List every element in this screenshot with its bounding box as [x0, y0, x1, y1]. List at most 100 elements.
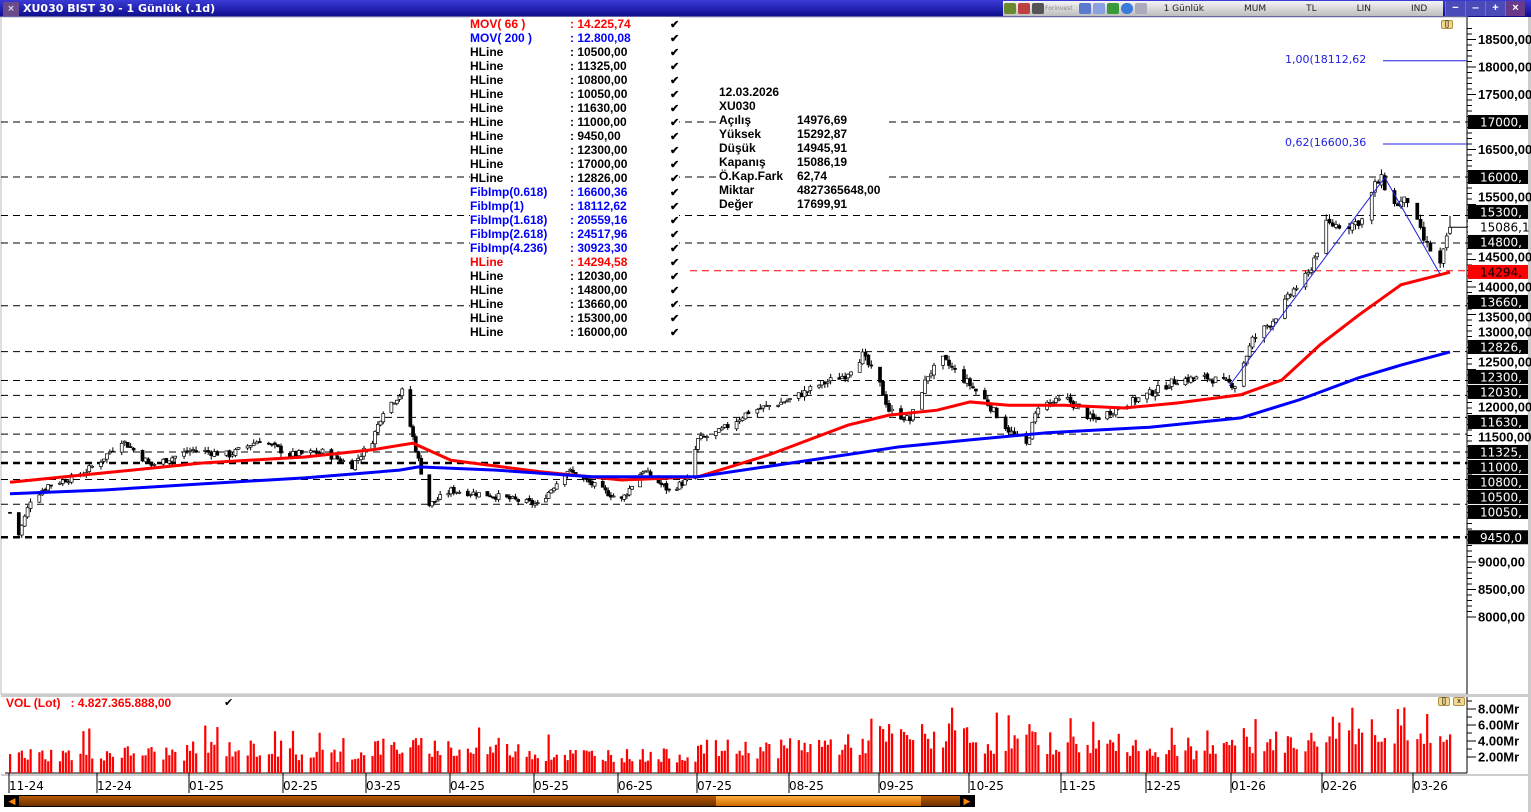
candle: [1213, 376, 1218, 383]
check-icon[interactable]: ✔: [670, 327, 680, 339]
legend-item[interactable]: HLine: 10050,00 ✔: [470, 87, 680, 101]
scroll-left-icon[interactable]: ◀: [5, 796, 19, 806]
grid-icon[interactable]: [1078, 3, 1091, 14]
volume-bar: [1131, 745, 1135, 773]
volume-bar: [588, 751, 591, 773]
check-icon[interactable]: ✔: [670, 75, 680, 87]
volume-bar: [458, 749, 461, 773]
candle: [46, 484, 50, 491]
currency-selector[interactable]: TL: [1306, 3, 1317, 14]
legend-item[interactable]: HLine: 16000,00 ✔: [470, 325, 680, 339]
fibonacci-trend-line[interactable]: [1228, 176, 1441, 387]
period-selector[interactable]: 1 Günlük: [1163, 3, 1204, 14]
close-button[interactable]: ×: [1505, 1, 1525, 16]
check-icon[interactable]: ✔: [670, 285, 680, 297]
legend-item[interactable]: HLine: 12826,00 ✔: [470, 171, 680, 185]
pencil-icon[interactable]: [1106, 3, 1119, 14]
pane-close-icon[interactable]: x: [1453, 697, 1465, 706]
check-icon[interactable]: ✔: [670, 145, 680, 157]
pane-restore-icon[interactable]: []: [1438, 697, 1450, 706]
volume-bar: [888, 724, 891, 773]
check-icon[interactable]: ✔: [670, 159, 680, 171]
legend-item[interactable]: HLine: 11000,00 ✔: [470, 115, 680, 129]
volume-bar: [102, 760, 106, 773]
legend-item[interactable]: MOV( 200 ): 12.800,08 ✔: [470, 31, 680, 45]
tool-icon-2[interactable]: [1018, 3, 1030, 14]
candle: [719, 427, 724, 431]
legend-item[interactable]: FibImp(1.618): 20559,16 ✔: [470, 213, 680, 227]
close-icon[interactable]: ×: [3, 1, 19, 16]
pane-restore-icon[interactable]: []: [1441, 20, 1453, 29]
check-icon[interactable]: ✔: [670, 103, 680, 115]
legend-item[interactable]: FibImp(4.236): 30923,30 ✔: [470, 241, 680, 255]
check-icon[interactable]: ✔: [670, 117, 680, 129]
line-icon[interactable]: [1134, 3, 1147, 14]
pane-divider[interactable]: [1, 694, 1528, 697]
candle: [881, 381, 885, 396]
legend-item[interactable]: HLine: 11325,00 ✔: [470, 59, 680, 73]
check-icon[interactable]: ✔: [670, 187, 680, 199]
check-icon[interactable]: ✔: [670, 201, 680, 213]
legend-item[interactable]: HLine: 12300,00 ✔: [470, 143, 680, 157]
legend-item[interactable]: HLine: 17000,00 ✔: [470, 157, 680, 171]
chart-icon[interactable]: [1092, 3, 1105, 14]
volume-bar: [1439, 736, 1442, 773]
legend-item[interactable]: HLine: 13660,00 ✔: [470, 297, 680, 311]
time-scrollbar[interactable]: ◀ ▶: [4, 795, 975, 807]
volume-bar: [1031, 731, 1034, 773]
legend-item[interactable]: HLine: 9450,00 ✔: [470, 129, 680, 143]
candle: [373, 431, 377, 445]
legend-item[interactable]: HLine: 14294,58 ✔: [470, 255, 680, 269]
volume-bar: [891, 733, 894, 773]
check-icon[interactable]: ✔: [670, 313, 680, 325]
price-tick-label: 17500,00: [1478, 87, 1531, 102]
volume-bar: [741, 755, 744, 773]
legend-item[interactable]: HLine: 15300,00 ✔: [470, 311, 680, 325]
chart-type-selector[interactable]: MUM: [1243, 3, 1267, 14]
move-icon[interactable]: [1120, 3, 1133, 14]
check-icon[interactable]: ✔: [670, 131, 680, 143]
legend-item[interactable]: HLine: 10500,00 ✔: [470, 45, 680, 59]
check-icon[interactable]: ✔: [670, 19, 680, 31]
maximize-button[interactable]: +: [1485, 1, 1505, 16]
check-icon[interactable]: ✔: [670, 173, 680, 185]
volume-bar: [945, 741, 948, 773]
volume-check-icon[interactable]: ✔: [224, 697, 234, 709]
legend-item[interactable]: FibImp(1): 18112,62 ✔: [470, 199, 680, 213]
time-tick-label: 05-25: [534, 779, 569, 793]
check-icon[interactable]: ✔: [670, 61, 680, 73]
candle: [19, 524, 24, 536]
minimize-button[interactable]: −: [1445, 1, 1465, 16]
legend-item[interactable]: MOV( 66 ): 14.225,74 ✔: [470, 17, 680, 31]
check-icon[interactable]: ✔: [670, 229, 680, 241]
tool-icon-3[interactable]: [1032, 3, 1044, 14]
check-icon[interactable]: ✔: [670, 299, 680, 311]
volume-bar: [974, 742, 978, 773]
scrollbar-thumb[interactable]: [716, 796, 921, 806]
restore-button[interactable]: ‒: [1465, 1, 1485, 16]
scroll-right-icon[interactable]: ▶: [960, 796, 974, 806]
scale-selector[interactable]: LIN: [1356, 3, 1372, 14]
check-icon[interactable]: ✔: [670, 257, 680, 269]
tool-icon-1[interactable]: [1004, 3, 1016, 14]
legend-item[interactable]: HLine: 12030,00 ✔: [470, 269, 680, 283]
indicator-selector[interactable]: IND: [1411, 3, 1428, 14]
legend-item[interactable]: HLine: 11630,00 ✔: [470, 101, 680, 115]
check-icon[interactable]: ✔: [670, 89, 680, 101]
check-icon[interactable]: ✔: [670, 33, 680, 45]
check-icon[interactable]: ✔: [670, 271, 680, 283]
candle: [209, 451, 214, 456]
legend-item[interactable]: HLine: 14800,00 ✔: [470, 283, 680, 297]
volume-bar: [1419, 733, 1422, 773]
check-icon[interactable]: ✔: [670, 215, 680, 227]
candle: [378, 420, 383, 426]
candle: [122, 440, 127, 443]
legend-item[interactable]: HLine: 10800,00 ✔: [470, 73, 680, 87]
legend-item[interactable]: FibImp(2.618): 24517,96 ✔: [470, 227, 680, 241]
legend-item[interactable]: FibImp(0.618): 16600,36 ✔: [470, 185, 680, 199]
candle: [1376, 181, 1381, 184]
check-icon[interactable]: ✔: [670, 47, 680, 59]
volume-bar: [948, 723, 951, 773]
check-icon[interactable]: ✔: [670, 243, 680, 255]
volume-bar: [354, 759, 357, 773]
